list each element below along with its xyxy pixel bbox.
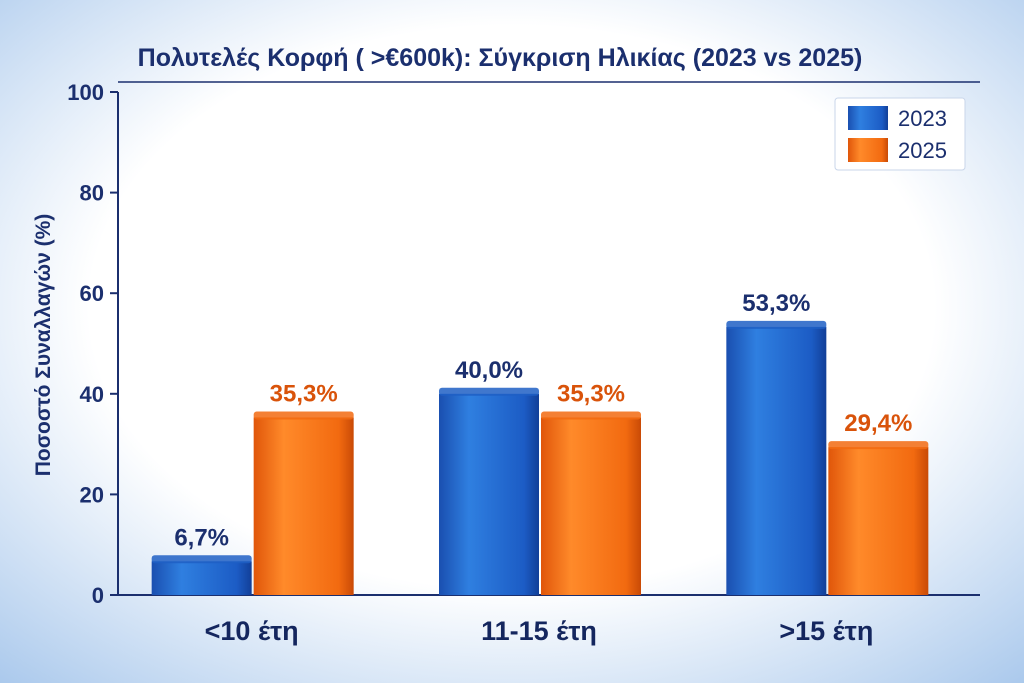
data-label: 6,7% (174, 524, 229, 551)
y-axis-label: Ποσοστό Συναλλαγών (%) (32, 214, 55, 477)
y-tick-label: 80 (80, 181, 104, 206)
data-label: 35,3% (270, 380, 338, 407)
bar-top-2025-0 (253, 411, 354, 420)
y-tick-label: 0 (92, 583, 104, 608)
legend: 2023 2025 (834, 97, 966, 171)
data-label: 29,4% (844, 410, 912, 437)
legend-swatch-2025 (848, 138, 888, 162)
chart-title: Πολυτελές Κορφή ( >€600k): Σύγκριση Ηλικ… (138, 44, 863, 72)
y-tick-label: 40 (80, 382, 104, 407)
bar-2023-1 (439, 393, 539, 595)
legend-swatch-2023 (848, 106, 888, 130)
bar-top-2025-2 (828, 441, 929, 450)
x-category-label: 11-15 έτη (481, 616, 597, 646)
x-category-label: >15 έτη (779, 616, 873, 646)
bar-2023-0 (151, 561, 252, 595)
y-tick-label: 20 (80, 482, 104, 507)
legend-label-2025: 2025 (898, 138, 947, 163)
bar-top-2023-0 (151, 555, 252, 564)
bar-top-2023-1 (439, 387, 539, 396)
y-tick-label: 100 (67, 80, 104, 105)
bar-top-2025-1 (541, 411, 641, 420)
y-tick-label: 60 (80, 281, 104, 306)
bar-top-2023-2 (726, 320, 827, 329)
data-label: 53,3% (742, 290, 810, 317)
bar-2023-2 (726, 326, 827, 595)
bar-2025-0 (253, 417, 354, 595)
bar-2025-1 (541, 417, 641, 595)
data-label: 40,0% (455, 357, 523, 384)
bar-2025-2 (828, 447, 929, 595)
legend-label-2023: 2023 (898, 106, 947, 131)
data-label: 35,3% (557, 380, 625, 407)
x-category-label: <10 έτη (205, 616, 299, 646)
